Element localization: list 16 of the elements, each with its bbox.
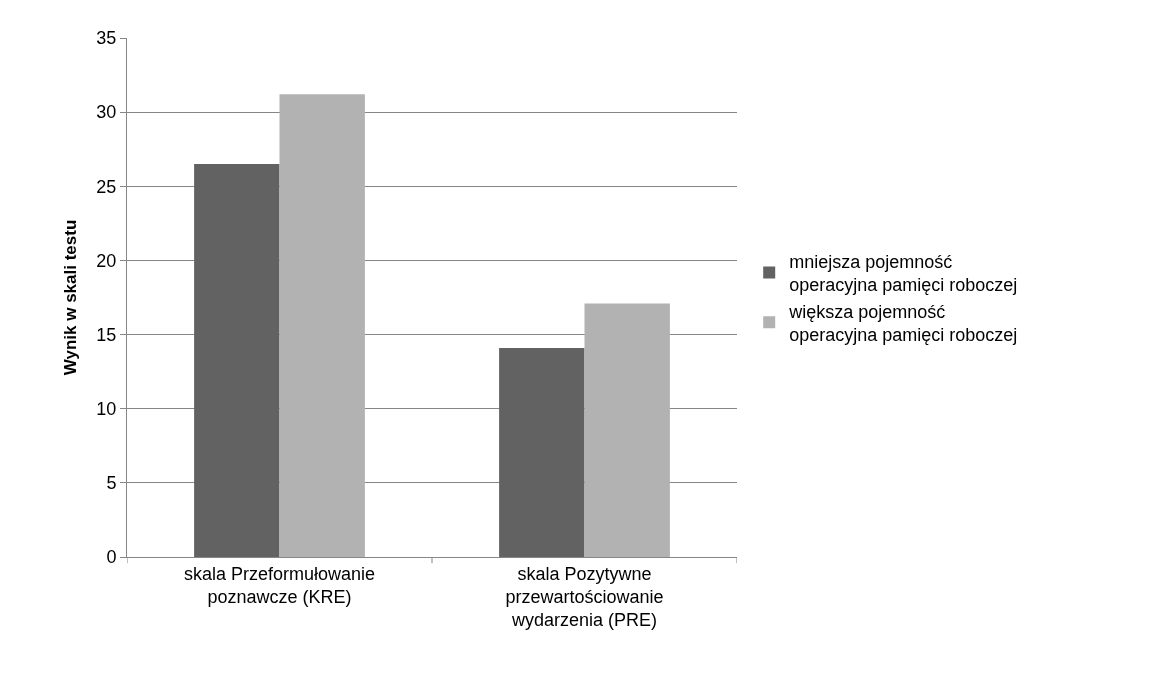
legend-label: większa pojemność operacyjna pamięci roboczej <box>788 301 1018 345</box>
y-tick-label: 5 <box>106 473 117 494</box>
y-tick-label: 25 <box>96 176 117 197</box>
y-tick-label: 20 <box>96 250 117 271</box>
bar <box>584 303 670 557</box>
y-axis-title: Wynik w skali testu <box>60 219 80 376</box>
y-tick-label: 35 <box>96 28 117 49</box>
bar <box>194 164 280 557</box>
bar <box>279 94 365 557</box>
y-tick-label: 10 <box>96 399 117 420</box>
bar <box>499 347 585 557</box>
y-tick-label: 30 <box>96 102 117 123</box>
y-tick-label: 15 <box>96 324 117 345</box>
y-tick-label: 0 <box>106 547 117 568</box>
x-tick-label: skala Przeformułowanie poznawcze (KRE) <box>183 563 376 607</box>
x-tick-label: skala Pozytywne przewartościowanie wydarzenia (PRE) <box>505 563 664 631</box>
